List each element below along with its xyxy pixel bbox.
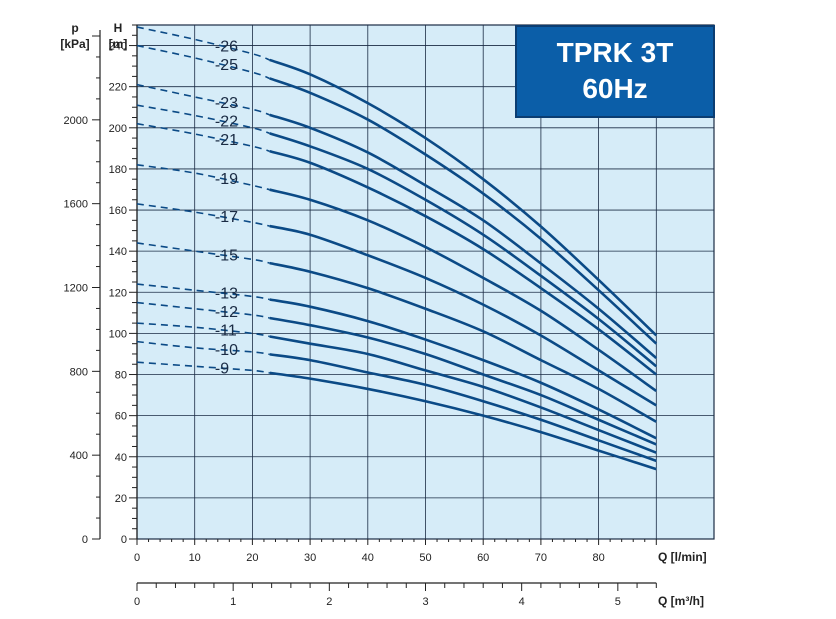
y2-tick-label: 800	[70, 366, 88, 378]
chart-title-box: TPRK 3T 60Hz	[515, 25, 715, 118]
y2-tick-label: 400	[70, 450, 88, 462]
series-line	[269, 132, 658, 368]
y2-tick-label: 1600	[64, 199, 88, 211]
series-dashed-line	[136, 164, 270, 191]
series-label: -10	[215, 342, 238, 359]
x-tick-label: 70	[535, 552, 547, 564]
series-label: -9	[215, 360, 229, 377]
series-line	[269, 335, 657, 454]
chart-subtitle: 60Hz	[582, 73, 648, 104]
y-axis-title: H	[114, 21, 123, 35]
series-label: -26	[215, 39, 238, 56]
y-tick-label: 240	[109, 41, 127, 53]
series-label: -13	[215, 285, 238, 302]
x-tick-label: 80	[592, 552, 604, 564]
series-label: -19	[215, 171, 238, 188]
series-label: -22	[215, 114, 238, 131]
series-line	[269, 353, 657, 463]
series-line	[269, 149, 658, 376]
x2-axis-title: Q [m³/h]	[658, 594, 704, 608]
x2-tick-label: 5	[615, 596, 621, 608]
y-tick-label: 0	[121, 534, 127, 546]
series-label: -25	[215, 57, 238, 74]
series-dashed-line	[136, 242, 270, 264]
series-dashed-line	[136, 83, 270, 116]
series-label: -12	[215, 304, 238, 321]
x-tick-label: 50	[419, 552, 431, 564]
series-line	[269, 58, 658, 337]
y-tick-label: 100	[109, 328, 127, 340]
x2-tick-label: 0	[134, 596, 140, 608]
x-tick-label: 40	[362, 552, 374, 564]
y-tick-label: 120	[109, 287, 127, 299]
y-tick-label: 20	[115, 493, 127, 505]
x-tick-label: 0	[134, 552, 140, 564]
series-label: -11	[215, 322, 237, 339]
series-dashed-line	[136, 283, 270, 301]
x2-tick-label: 4	[519, 596, 525, 608]
y-tick-label: 60	[115, 411, 127, 423]
y-tick-label: 180	[109, 164, 127, 176]
x-axis-title: Q [l/min]	[658, 550, 707, 564]
y2-tick-label: 1200	[64, 283, 88, 295]
x2-tick-label: 2	[326, 596, 332, 608]
series-dashed-line	[136, 340, 270, 356]
y-tick-label: 140	[109, 246, 127, 258]
series-label: -21	[215, 132, 238, 149]
x-tick-label: 30	[304, 552, 316, 564]
y2-axis-unit: [kPa]	[60, 37, 89, 51]
series-dashed-line	[136, 44, 270, 80]
series-dashed-line	[136, 122, 270, 153]
x2-tick-label: 3	[422, 596, 428, 608]
series-label: -17	[215, 209, 238, 226]
y2-axis-title: p	[71, 21, 78, 35]
y2-tick-label: 0	[82, 534, 88, 546]
x-tick-label: 60	[477, 552, 489, 564]
y-axis-unit: [m]	[109, 37, 128, 51]
series-line	[269, 371, 657, 471]
x2-tick-label: 1	[230, 596, 236, 608]
series-dashed-line	[136, 301, 270, 319]
series-label: -23	[215, 95, 238, 112]
series-dashed-line	[136, 26, 270, 61]
x-tick-label: 20	[246, 552, 258, 564]
y-tick-label: 200	[109, 123, 127, 135]
series-dashed-line	[136, 104, 270, 135]
series-line	[269, 261, 657, 423]
y-tick-label: 160	[109, 205, 127, 217]
series-line	[269, 188, 658, 393]
x-tick-label: 10	[189, 552, 201, 564]
series-line	[269, 298, 657, 440]
series-line	[269, 113, 658, 360]
y2-tick-label: 2000	[64, 115, 88, 127]
chart-title: TPRK 3T	[556, 37, 674, 68]
series-line	[269, 316, 657, 446]
series-line	[269, 77, 658, 345]
series-dashed-line	[136, 203, 270, 227]
series-label: -15	[215, 247, 238, 264]
series-line	[269, 224, 657, 407]
y-tick-label: 80	[115, 370, 127, 382]
y-tick-label: 40	[115, 452, 127, 464]
series-dashed-line	[136, 361, 270, 374]
series-dashed-line	[136, 322, 270, 338]
y-tick-label: 220	[109, 82, 127, 94]
